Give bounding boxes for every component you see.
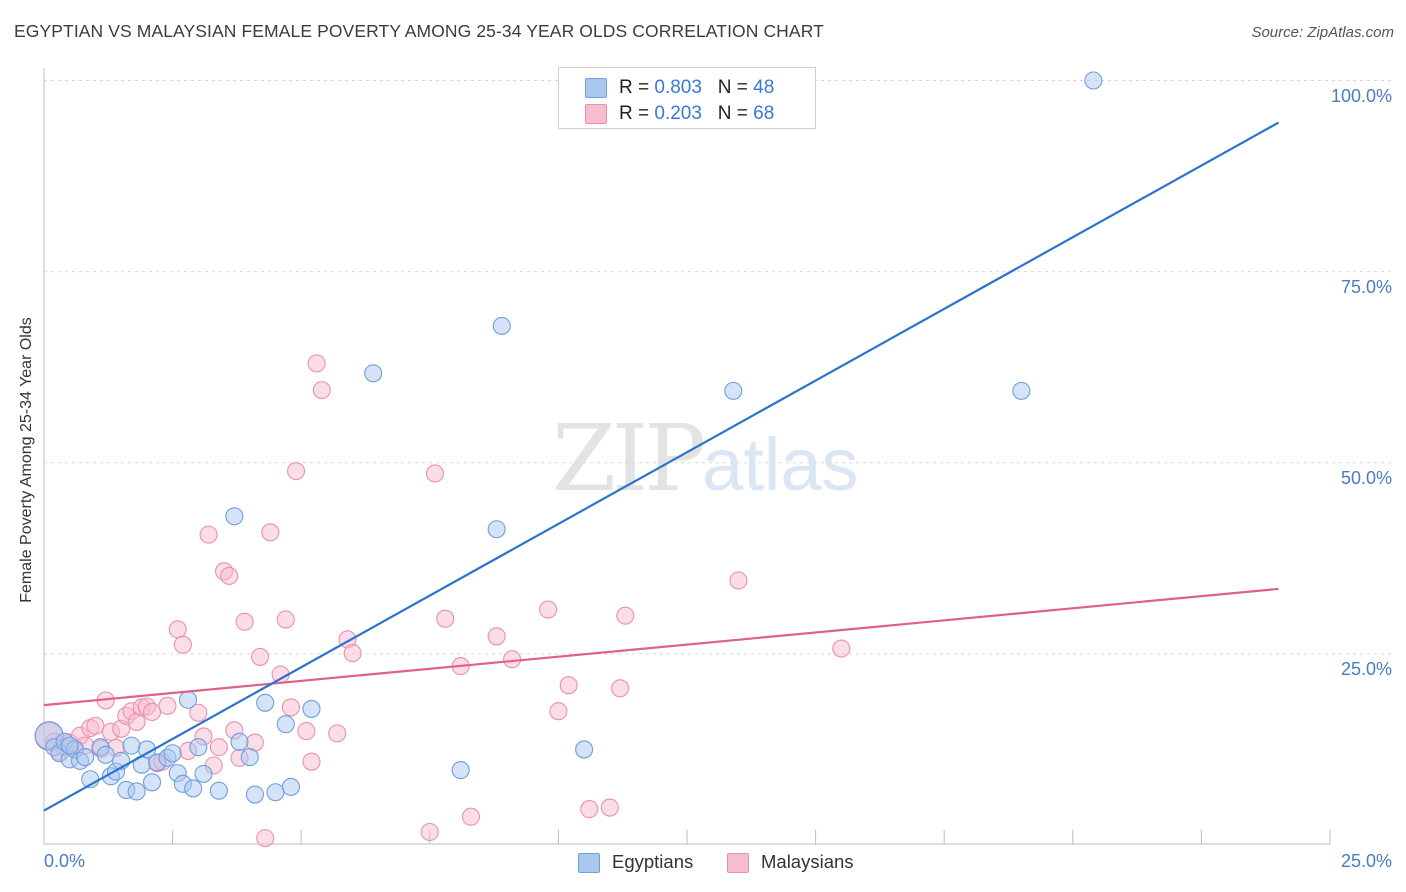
egyptians-trendline — [43, 121, 1280, 812]
egyptians-point — [209, 781, 228, 800]
malaysians-n-value: 68 — [753, 103, 775, 124]
egyptians-point — [245, 785, 264, 804]
egyptians-point — [60, 736, 79, 755]
egyptians-point — [96, 745, 115, 764]
egyptians-point — [76, 748, 95, 767]
egyptians-point — [178, 690, 198, 709]
egyptians-n-value: 48 — [753, 77, 775, 98]
malaysians-point — [832, 639, 851, 658]
egyptians-point — [451, 761, 470, 780]
malaysians-point — [256, 829, 275, 848]
y-tick-label-100: 100.0% — [1330, 86, 1392, 106]
y-tick-label-50: 50.0% — [1340, 468, 1392, 488]
malaysians-point — [297, 722, 316, 741]
malaysians-point — [168, 620, 187, 639]
malaysians-point — [539, 600, 558, 619]
y-tick-label-75: 75.0% — [1340, 277, 1392, 297]
malaysians-point — [261, 523, 280, 542]
egyptians-point — [122, 736, 141, 755]
malaysians-point — [158, 696, 177, 715]
watermark-atlas: atlas — [702, 423, 859, 506]
watermark-zip: ZIP — [552, 405, 706, 512]
malaysians-point — [729, 571, 748, 590]
egyptians-point — [302, 699, 321, 718]
egyptians-point — [724, 381, 743, 400]
malaysians-point — [281, 698, 300, 717]
malaysians-point — [436, 609, 455, 628]
egyptians-point — [230, 732, 249, 751]
egyptians-point — [189, 738, 208, 757]
malaysians-point — [328, 724, 347, 743]
egyptians-point — [364, 364, 383, 383]
egyptians-point — [281, 777, 300, 796]
egyptians-r-value: 0.803 — [654, 77, 702, 98]
correlation-legend: R = 0.803 N = 48 R = 0.203 N = 68 — [558, 67, 816, 129]
malaysians-legend-swatch — [727, 853, 749, 873]
x-tick-label-25: 25.0% — [1340, 851, 1392, 871]
malaysians-point — [420, 822, 439, 842]
malaysians-point — [189, 703, 208, 722]
malaysians-swatch — [585, 104, 607, 124]
egyptians-point — [1084, 71, 1103, 90]
egyptians-point — [194, 764, 213, 783]
egyptians-point — [256, 693, 275, 712]
chart-title: EGYPTIAN VS MALAYSIAN FEMALE POVERTY AMO… — [14, 21, 824, 41]
malaysians-point — [343, 644, 362, 663]
egyptians-point — [575, 740, 594, 759]
egyptians-legend-swatch — [578, 853, 600, 873]
malaysians-point — [503, 650, 522, 669]
chart-source: Source: ZipAtlas.com — [1251, 24, 1394, 41]
egyptians-point — [184, 779, 203, 798]
watermark: ZIPatlas — [552, 405, 858, 512]
egyptians-point — [225, 507, 244, 526]
malaysians-point — [461, 807, 481, 826]
egyptians-r-label: R = — [619, 77, 655, 98]
malaysians-trendline — [43, 587, 1279, 707]
egyptians-n-label: N = — [717, 77, 754, 98]
egyptians-point — [492, 316, 511, 335]
malaysians-point — [209, 738, 228, 757]
malaysians-point — [142, 702, 162, 722]
malaysians-point — [487, 627, 506, 646]
malaysians-point — [173, 635, 192, 654]
y-tick-label-25: 25.0% — [1340, 659, 1392, 679]
malaysians-r-value: 0.203 — [654, 103, 702, 124]
malaysians-point — [86, 716, 105, 735]
malaysians-point — [616, 606, 635, 625]
egyptians-point — [1012, 381, 1031, 400]
malaysians-point — [276, 610, 295, 629]
egyptians-point — [163, 744, 182, 763]
malaysians-point — [220, 566, 239, 585]
malaysians-point — [600, 798, 619, 817]
x-tick-label-0: 0.0% — [44, 851, 86, 871]
egyptians-point — [142, 773, 162, 792]
malaysians-point — [611, 679, 630, 698]
malaysians-point — [425, 464, 444, 483]
malaysians-point — [549, 702, 568, 721]
malaysians-point — [287, 462, 306, 481]
malaysians-point — [580, 800, 599, 819]
egyptians-point — [266, 783, 285, 802]
malaysians-point — [250, 647, 270, 666]
egyptians-legend-label: Egyptians — [612, 851, 694, 872]
malaysians-point — [312, 381, 331, 400]
malaysians-point — [199, 525, 218, 544]
malaysians-n-label: N = — [717, 103, 754, 124]
egyptians-point — [276, 715, 295, 734]
egyptians-point — [127, 782, 146, 801]
malaysians-point — [559, 676, 578, 695]
egyptians-point — [240, 748, 259, 767]
egyptians-swatch — [585, 78, 607, 98]
malaysians-point — [235, 612, 254, 631]
malaysians-point — [307, 354, 326, 373]
malaysians-legend-label: Malaysians — [761, 851, 854, 872]
y-axis-label: Female Poverty Among 25-34 Year Olds — [18, 317, 35, 603]
malaysians-point — [302, 752, 321, 771]
malaysians-r-label: R = — [619, 103, 655, 124]
egyptians-point — [487, 520, 506, 539]
